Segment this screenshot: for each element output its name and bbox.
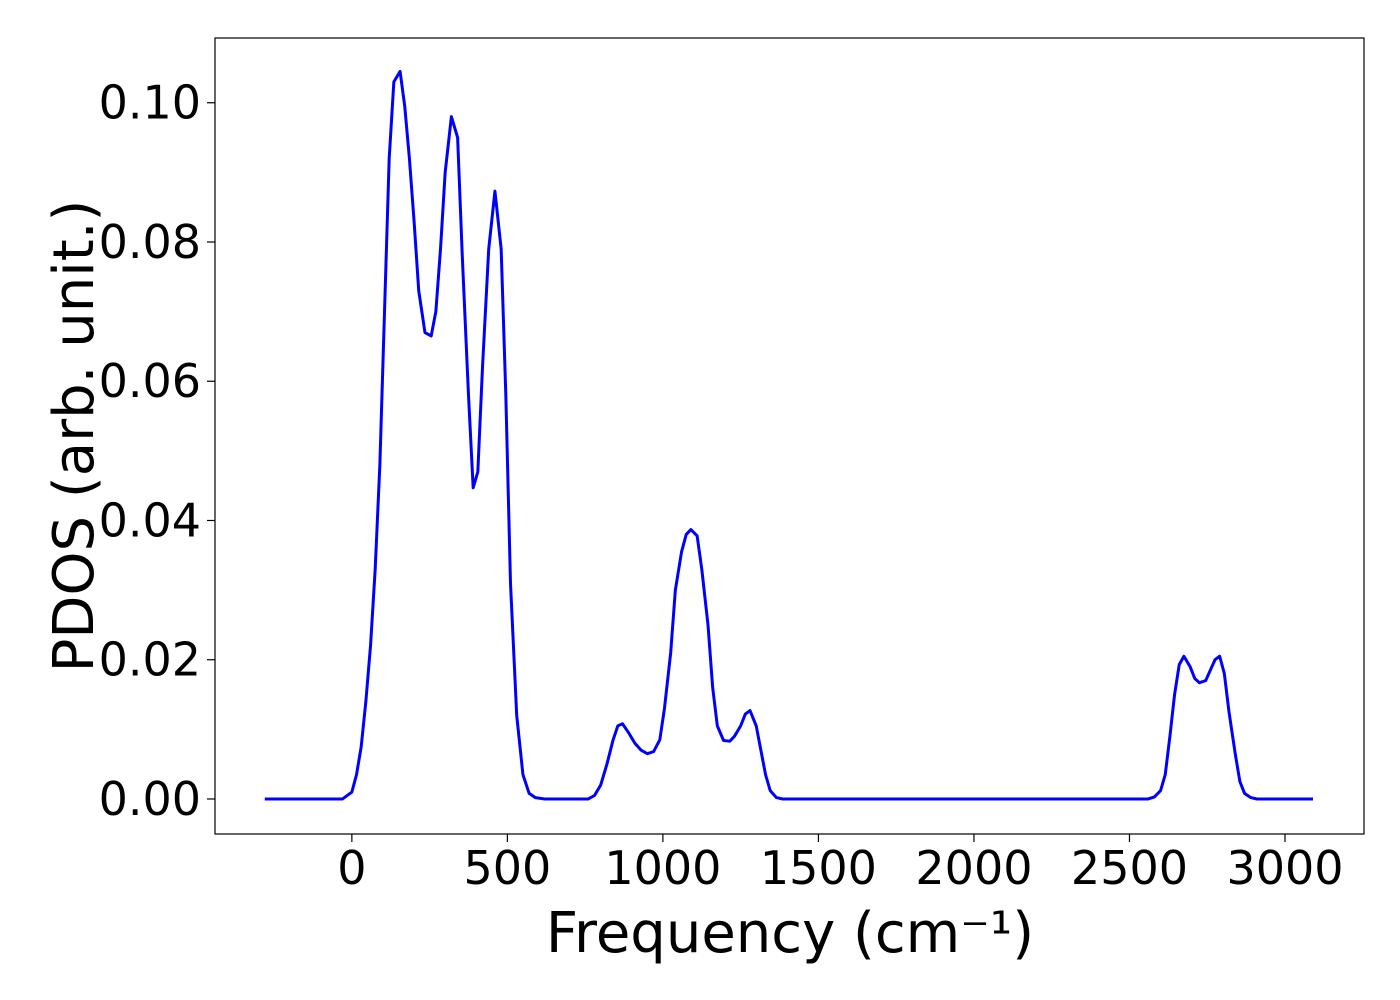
x-tick-label: 0 <box>337 841 366 895</box>
x-tick-label: 1500 <box>760 841 877 895</box>
data-line <box>264 69 1313 801</box>
y-axis-label: PDOS (arb. unit.) <box>42 200 107 673</box>
x-tick-label: 2500 <box>1071 841 1188 895</box>
x-tick-label: 2000 <box>915 841 1032 895</box>
x-tick-label: 1000 <box>604 841 721 895</box>
y-tick-label: 0.04 <box>99 493 201 547</box>
y-tick-label: 0.02 <box>99 633 201 687</box>
y-tick-label: 0.00 <box>99 772 201 826</box>
x-tick-label: 3000 <box>1226 841 1343 895</box>
x-tick-label: 500 <box>463 841 551 895</box>
y-tick-label: 0.08 <box>99 215 201 269</box>
y-tick-label: 0.10 <box>99 76 201 130</box>
y-tick-label: 0.06 <box>99 354 201 408</box>
x-axis-label: Frequency (cm⁻¹) <box>546 901 1034 966</box>
plot-frame <box>214 37 1365 835</box>
